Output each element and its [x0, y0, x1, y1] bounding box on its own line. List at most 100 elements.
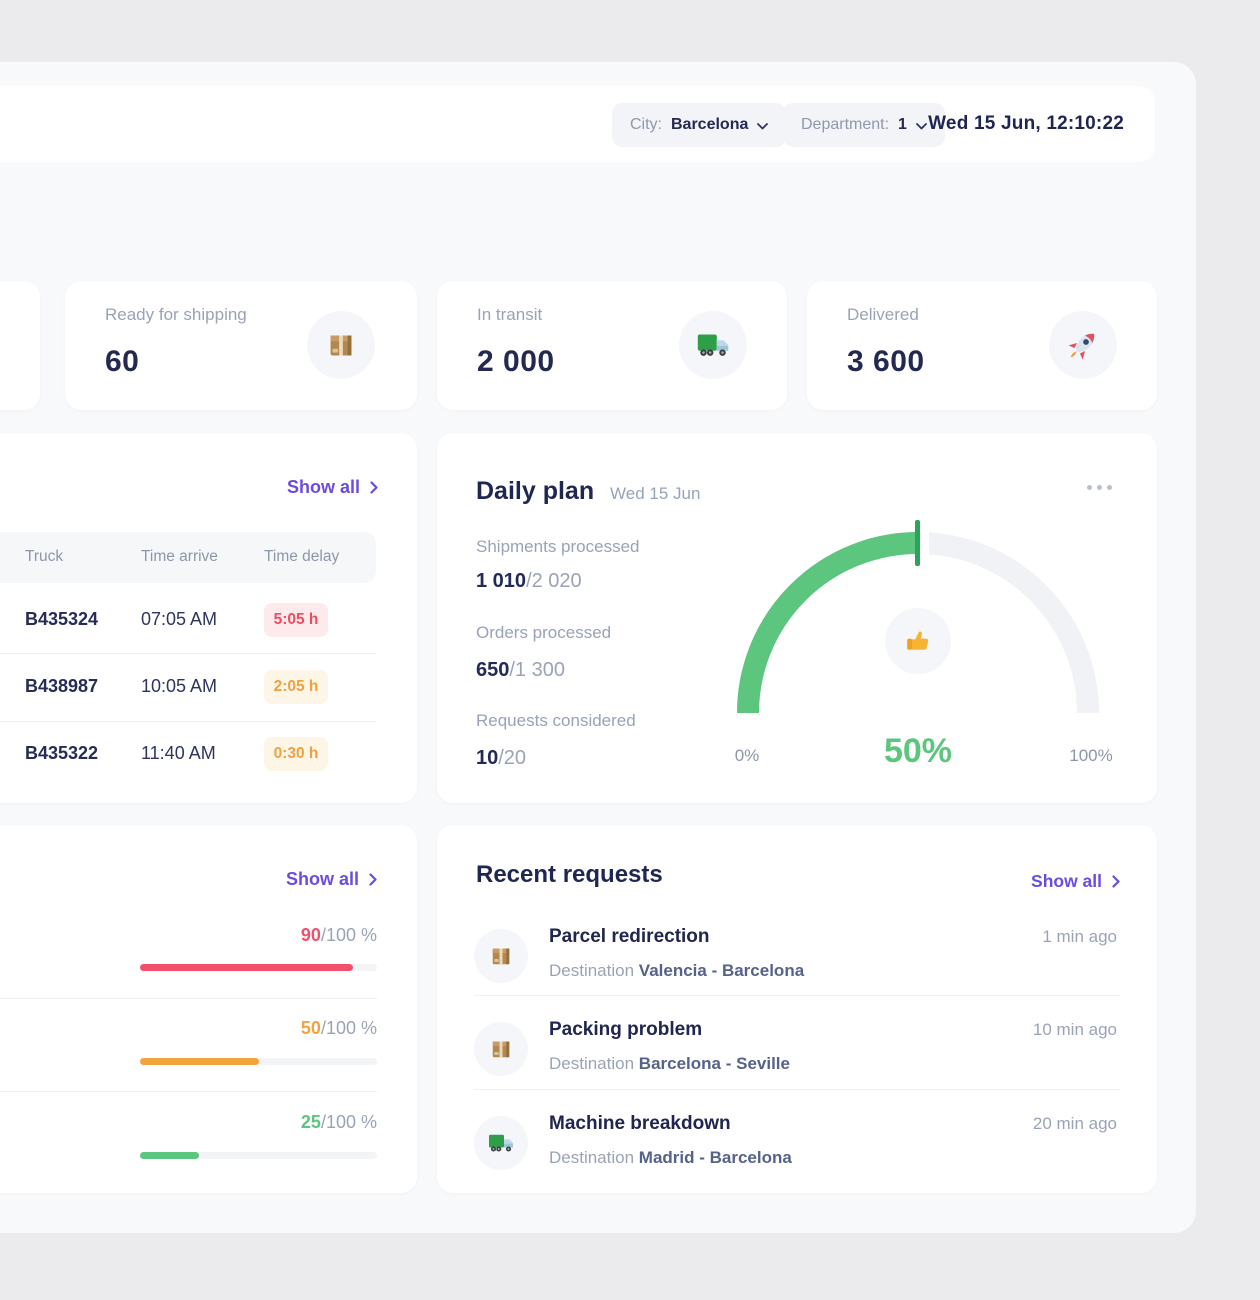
progress-current: 50	[300, 1018, 321, 1038]
show-all-label: Show all	[285, 869, 359, 889]
truck-icon	[486, 1128, 516, 1158]
recent-requests-title: Recent requests	[476, 861, 663, 888]
progress-total: /100 %	[320, 1112, 377, 1132]
chevron-right-icon	[369, 873, 377, 886]
stat-label: In transit	[477, 305, 543, 324]
metric-value: 650/1 300	[476, 659, 565, 682]
trucks-delay-card: Show all Truck Time arrive Time delay B4…	[0, 433, 417, 803]
stat-value: 2 000	[477, 345, 555, 378]
request-time-ago: 10 min ago	[1032, 1020, 1117, 1039]
row-divider	[0, 998, 377, 999]
metric-value: 10/20	[476, 747, 526, 770]
thumbs-up-icon	[902, 625, 934, 657]
daily-plan-card: Daily plan Wed 15 Jun Shipments processe…	[437, 433, 1157, 803]
request-destination: Destination Madrid - Barcelona	[549, 1148, 792, 1168]
show-all-label: Show all	[1031, 871, 1102, 891]
row-divider	[474, 1089, 1120, 1090]
truck-id: B435324	[25, 609, 99, 629]
progress-total: /100 %	[320, 925, 377, 945]
destination-route: Barcelona - Seville	[638, 1054, 790, 1073]
truck-id: B435322	[25, 743, 99, 763]
daily-plan-title: Daily plan	[476, 477, 595, 505]
row-divider	[474, 995, 1120, 996]
time-arrive: 07:05 AM	[141, 609, 218, 629]
stat-card-partial	[0, 281, 40, 410]
department-filter-value: 1	[898, 116, 907, 133]
row-divider	[0, 721, 376, 722]
stat-card-delivered: Delivered 3 600	[807, 281, 1157, 410]
progress-show-all-link[interactable]: Show all	[286, 869, 377, 890]
request-destination: Destination Barcelona - Seville	[549, 1054, 790, 1074]
gauge-value-label: 50%	[883, 732, 953, 770]
request-icon-circle	[474, 1116, 528, 1170]
package-icon	[486, 1034, 516, 1064]
metric-label: Orders processed	[476, 623, 612, 642]
metric-total: /1 300	[509, 659, 565, 681]
metric-current: 1 010	[476, 570, 527, 592]
progress-value: 90/100 %	[301, 925, 377, 946]
progress-bar	[140, 1058, 377, 1065]
stat-value: 60	[105, 345, 140, 378]
row-divider	[0, 1091, 377, 1092]
stat-card-ready-for-shipping: Ready for shipping 60	[65, 281, 417, 410]
rocket-icon	[1064, 326, 1102, 364]
stat-icon-circle	[1049, 311, 1117, 379]
metric-label: Shipments processed	[476, 537, 640, 556]
stat-icon-circle	[307, 311, 375, 379]
row-divider	[0, 653, 376, 654]
metric-current: 10	[476, 747, 499, 769]
stat-card-in-transit: In transit 2 000	[437, 281, 787, 410]
request-time-ago: 20 min ago	[1032, 1114, 1117, 1133]
column-time-arrive: Time arrive	[141, 548, 218, 565]
time-arrive: 11:40 AM	[141, 743, 216, 763]
progress-bar	[140, 1152, 377, 1159]
progress-total: /100 %	[320, 1018, 377, 1038]
requests-show-all-link[interactable]: Show all	[1031, 871, 1120, 892]
truck-id: B438987	[25, 676, 99, 696]
progress-value: 50/100 %	[301, 1018, 377, 1039]
metric-total: /20	[498, 747, 527, 769]
gauge-min-label: 0%	[734, 746, 760, 765]
metric-total: /2 020	[526, 570, 582, 592]
request-title: Packing problem	[549, 1019, 703, 1040]
daily-plan-date: Wed 15 Jun	[610, 484, 701, 503]
stat-label: Ready for shipping	[105, 305, 247, 324]
destination-label: Destination	[549, 1148, 635, 1167]
metric-current: 650	[476, 659, 510, 681]
request-icon-circle	[474, 1022, 528, 1076]
column-truck: Truck	[25, 548, 64, 565]
trucks-show-all-link[interactable]: Show all	[287, 477, 378, 498]
progress-current: 25	[300, 1112, 321, 1132]
datetime-display: Wed 15 Jun, 12:10:22	[928, 113, 1124, 134]
metric-label: Requests considered	[476, 711, 636, 730]
request-title: Machine breakdown	[549, 1113, 731, 1134]
gauge-emoji-circle	[885, 608, 951, 674]
city-filter-label: City:	[630, 116, 662, 133]
delay-badge: 5:05 h	[264, 603, 328, 637]
progress-value: 25/100 %	[301, 1112, 377, 1133]
request-destination: Destination Valencia - Barcelona	[549, 961, 804, 981]
progress-bar	[140, 964, 377, 971]
chevron-down-icon	[757, 122, 769, 129]
delay-badge: 0:30 h	[264, 737, 328, 771]
column-time-delay: Time delay	[264, 548, 340, 565]
department-filter-dropdown[interactable]: Department: 1	[783, 103, 945, 147]
stat-label: Delivered	[847, 305, 919, 324]
request-title: Parcel redirection	[549, 926, 710, 947]
table-header-row: Truck Time arrive Time delay	[0, 532, 376, 583]
package-icon	[322, 326, 360, 364]
progress-bar-fill	[140, 964, 354, 971]
more-menu-button[interactable]	[1083, 481, 1116, 494]
chevron-right-icon	[1112, 875, 1120, 888]
stat-icon-circle	[679, 311, 747, 379]
package-icon	[486, 941, 516, 971]
stat-value: 3 600	[847, 345, 925, 378]
top-header: City: Barcelona Department: 1 Wed 15 Jun…	[0, 86, 1155, 162]
city-filter-dropdown[interactable]: City: Barcelona	[612, 103, 787, 147]
delay-badge: 2:05 h	[264, 670, 328, 704]
request-time-ago: 1 min ago	[1042, 927, 1117, 946]
progress-gauge	[737, 520, 1099, 714]
progress-bar-fill	[140, 1152, 200, 1159]
city-filter-value: Barcelona	[671, 116, 749, 133]
gauge-max-label: 100%	[1069, 746, 1113, 765]
